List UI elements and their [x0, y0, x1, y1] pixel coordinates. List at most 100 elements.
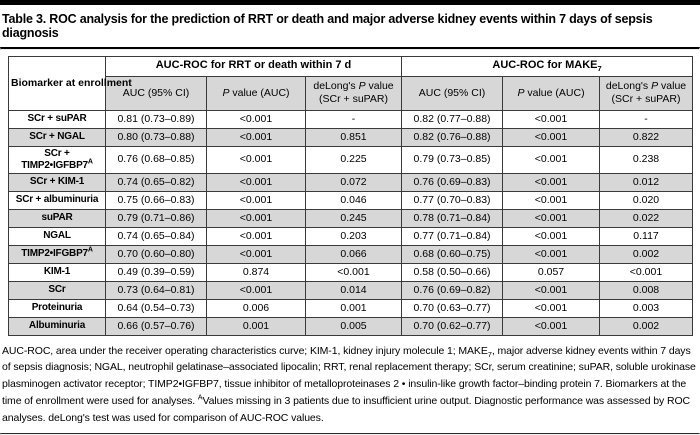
table-cell: 0.74 (0.65–0.82) — [105, 172, 207, 192]
table-cell: 0.003 — [599, 298, 694, 318]
table-cell: 0.001 — [304, 298, 403, 318]
table-cell: 0.79 (0.73–0.85) — [401, 145, 504, 174]
table-cell: 0.66 (0.57–0.76) — [105, 316, 207, 336]
table-cell: 0.238 — [599, 145, 694, 174]
title-rule — [0, 46, 700, 50]
biomarker-label: SCr + suPAR — [8, 109, 106, 129]
column-header-auc-make: AUC (95% CI) — [401, 75, 504, 111]
table-row: SCr + suPAR 0.81 (0.73–0.89) <0.001-0.82 (… — [8, 109, 694, 129]
table-cell: <0.001 — [502, 145, 601, 174]
biomarker-label: SCr + NGAL — [8, 127, 106, 147]
table-cell: 0.006 — [206, 298, 306, 318]
table-cell: 0.75 (0.66–0.83) — [105, 190, 207, 210]
column-header-delong-rrt: deLong's P value (SCr + suPAR) — [304, 75, 403, 111]
biomarker-label: suPAR — [8, 208, 106, 228]
table-cell: <0.001 — [502, 172, 601, 192]
biomarker-label: NGAL — [8, 226, 106, 246]
table-row: SCr + KIM-1 0.74 (0.65–0.82) <0.001 0.072 0.… — [8, 172, 694, 192]
column-group-make: AUC-ROC for MAKE7 — [401, 55, 694, 77]
table-cell: 0.79 (0.71–0.86) — [105, 208, 207, 228]
table-cell: 0.70 (0.63–0.77) — [401, 298, 504, 318]
column-group-rrt: AUC-ROC for RRT or death within 7 d — [104, 55, 403, 77]
table-title: Table 3. ROC analysis for the prediction… — [2, 12, 653, 40]
table-cell: 0.74 (0.65–0.84) — [105, 226, 207, 246]
table-cell: <0.001 — [599, 262, 694, 282]
table-cell: <0.001 — [206, 172, 306, 192]
table-cell: 0.008 — [599, 280, 694, 300]
biomarker-label: KIM-1 — [8, 262, 106, 282]
table-footnote: AUC-ROC, area under the receiver operati… — [2, 343, 698, 427]
table-row: SCr 0.73 (0.64–0.81) <0.001 0.014 0.76 (0.69… — [8, 280, 694, 300]
table-cell: 0.76 (0.69–0.83) — [401, 172, 504, 192]
column-group-rrt-label: AUC-ROC for RRT or death within 7 d — [155, 59, 352, 72]
table-cell: 0.851 — [304, 127, 403, 147]
table-cell: 0.002 — [599, 244, 694, 264]
table-cell: 0.77 (0.71–0.84) — [401, 226, 504, 246]
biomarker-label: Proteinuria — [8, 298, 106, 318]
table-cell: <0.001 — [502, 298, 601, 318]
table-cell: 0.58 (0.50–0.66) — [401, 262, 504, 282]
table-cell: <0.001 — [502, 226, 601, 246]
table-cell: 0.066 — [304, 244, 403, 264]
table-cell: <0.001 — [206, 226, 306, 246]
table-cell: <0.001 — [502, 208, 601, 228]
biomarker-label: Albuminuria — [8, 316, 106, 336]
table-cell: 0.022 — [599, 208, 694, 228]
table-cell: <0.001 — [502, 109, 601, 129]
biomarker-label: SCr + KIM-1 — [8, 172, 106, 192]
table-row: suPAR 0.79 (0.71–0.86) <0.001 0.245 0.78 (0.… — [8, 208, 694, 228]
table-cell: <0.001 — [502, 190, 601, 210]
column-header-auc-rrt: AUC (95% CI) — [105, 75, 207, 111]
table-cell: 0.072 — [304, 172, 403, 192]
table-cell: 0.005 — [304, 316, 403, 336]
table-cell: 0.70 (0.62–0.77) — [401, 316, 504, 336]
biomarker-label: SCr + TIMP2•IGFBP7A — [8, 145, 106, 174]
table-cell: 0.49 (0.39–0.59) — [105, 262, 207, 282]
table-cell: <0.001 — [206, 244, 306, 264]
make-subscript: 7 — [597, 64, 602, 74]
footnote-part1: AUC-ROC, area under the receiver operati… — [2, 344, 488, 357]
table-cell: 0.76 (0.69–0.82) — [401, 280, 504, 300]
table-cell: 0.68 (0.60–0.75) — [401, 244, 504, 264]
table-cell: 0.78 (0.71–0.84) — [401, 208, 504, 228]
column-group-make-label: AUC-ROC for MAKE — [492, 59, 598, 72]
table-cell: 0.002 — [599, 316, 694, 336]
table-cell: 0.77 (0.70–0.83) — [401, 190, 504, 210]
top-divider-bar — [0, 0, 700, 5]
table-cell: 0.822 — [599, 127, 694, 147]
table-cell: <0.001 — [206, 127, 306, 147]
table-cell: 0.245 — [304, 208, 403, 228]
header-sub-row: AUC (95% CI) P value (AUC) deLong's P va… — [9, 75, 694, 111]
table-cell: 0.020 — [599, 190, 694, 210]
table-cell: 0.81 (0.73–0.89) — [105, 109, 207, 129]
table-row: SCr + NGAL 0.80 (0.73–0.88) <0.001 0.851 0.8… — [8, 127, 694, 147]
table-cell: <0.001 — [502, 316, 601, 336]
table-cell: 0.203 — [304, 226, 403, 246]
table-cell: 0.73 (0.64–0.81) — [105, 280, 207, 300]
table-row: TIMP2•IFGBP7A 0.70 (0.60–0.80) <0.001 0.066… — [8, 244, 694, 264]
table-cell: <0.001 — [206, 109, 306, 129]
table-cell: <0.001 — [502, 127, 601, 147]
table-cell: 0.82 (0.77–0.88) — [401, 109, 504, 129]
table-cell: 0.225 — [304, 145, 403, 174]
biomarker-label: SCr + albuminuria — [8, 190, 106, 210]
roc-table: Biomarker at enrollment AUC-ROC for RRT … — [8, 55, 694, 336]
table-row: Proteinuria 0.64 (0.54–0.73) 0.006 0.001 0.7… — [8, 298, 694, 318]
table-cell: <0.001 — [206, 208, 306, 228]
footnote-part3: Values missing in 3 patients due to insu… — [2, 394, 691, 424]
table-row: Albuminuria 0.66 (0.57–0.76) 0.001 0.005 0.7… — [8, 316, 694, 336]
table-cell: 0.64 (0.54–0.73) — [105, 298, 207, 318]
table-row: NGAL 0.74 (0.65–0.84) <0.001 0.203 0.77 (0.7… — [8, 226, 694, 246]
table-container: Biomarker at enrollment AUC-ROC for RRT … — [8, 55, 694, 336]
table-cell: 0.014 — [304, 280, 403, 300]
footnote-part2: , major adverse kidney events within 7 d… — [2, 344, 696, 407]
footnote-superscript-a: A — [197, 394, 203, 402]
column-header-biomarker: Biomarker at enrollment — [8, 55, 132, 111]
table-cell: <0.001 — [502, 244, 601, 264]
table-cell: 0.82 (0.76–0.88) — [401, 127, 504, 147]
table-cell: - — [599, 109, 694, 129]
biomarker-label: SCr — [8, 280, 106, 300]
column-header-delong-make: deLong's P value (SCr + suPAR) — [599, 75, 694, 111]
table-cell: 0.70 (0.60–0.80) — [105, 244, 207, 264]
table-row: KIM-1 0.49 (0.39–0.59) 0.874 <0.001 0.58 (0.… — [8, 262, 694, 282]
